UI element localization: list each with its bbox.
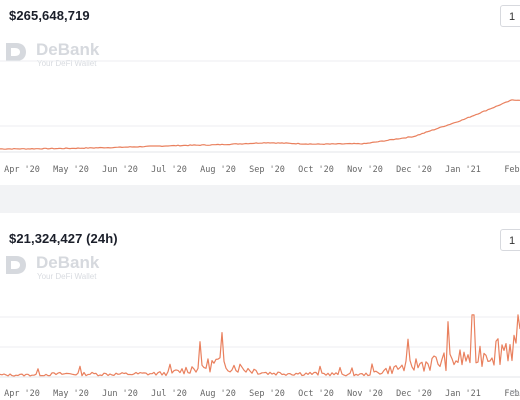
tvl-range-button[interactable]: 1 <box>500 5 520 27</box>
volume-line-chart: Apr '20 May '20 Jun '20 Jul '20 Aug '20 Sep '… <box>0 314 520 399</box>
x-tick-label: Aug '20 <box>200 389 236 399</box>
x-tick-label: Apr '20 <box>4 165 40 175</box>
volume-value: $21,324,427 (24h) <box>9 231 118 246</box>
series-line <box>0 99 520 150</box>
x-tick-label: Jan '21 <box>445 389 481 399</box>
tvl-value: $265,648,719 <box>9 8 90 23</box>
x-tick-label: May '20 <box>53 165 89 175</box>
x-tick-label: Oct '20 <box>298 165 334 175</box>
x-tick-label: Dec '20 <box>396 389 432 399</box>
x-tick-label: Jun '20 <box>102 165 138 175</box>
section-divider <box>0 185 520 213</box>
x-tick-label: May '20 <box>53 389 89 399</box>
x-tick-label: Nov '20 <box>347 165 383 175</box>
volume-panel: $21,324,427 (24h) 1 DeBank Your DeFi Wal… <box>0 213 520 400</box>
tvl-line-chart: Apr '20 May '20 Jun '20 Jul '20 Aug '20 Sep '… <box>0 60 520 175</box>
x-tick-label: Oct '20 <box>298 389 334 399</box>
series-line <box>0 314 520 377</box>
x-tick-label: Jan '21 <box>445 165 481 175</box>
watermark-brand: DeBank <box>36 40 100 59</box>
watermark-tagline: Your DeFi Wallet <box>37 59 97 68</box>
debank-logo-icon <box>6 43 26 61</box>
tvl-panel: $265,648,719 1 DeBank Your DeFi Wallet A… <box>0 0 520 185</box>
x-tick-label: Jul '20 <box>151 165 187 175</box>
debank-logo-icon <box>6 256 26 274</box>
credit-watermark: PAI <box>509 389 520 398</box>
x-tick-label: Aug '20 <box>200 165 236 175</box>
x-tick-label: Dec '20 <box>396 165 432 175</box>
x-tick-label: Jun '20 <box>102 389 138 399</box>
volume-range-button[interactable]: 1 <box>500 229 520 251</box>
x-tick-label: Feb <box>504 165 519 175</box>
x-tick-label: Sep '20 <box>249 165 285 175</box>
x-tick-label: Jul '20 <box>151 389 187 399</box>
watermark-tagline: Your DeFi Wallet <box>37 272 97 281</box>
x-tick-label: Apr '20 <box>4 389 40 399</box>
watermark-brand: DeBank <box>36 253 100 272</box>
x-tick-label: Nov '20 <box>347 389 383 399</box>
x-tick-label: Sep '20 <box>249 389 285 399</box>
x-tick-label: Feb <box>504 389 519 399</box>
